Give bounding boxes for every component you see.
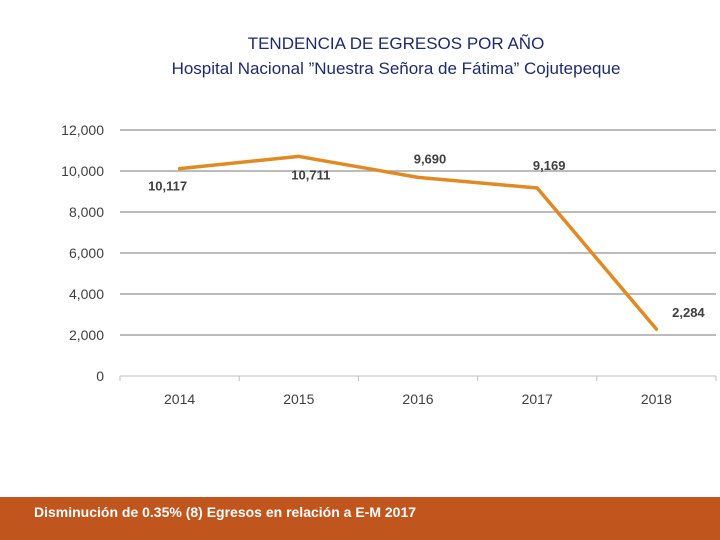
y-tick-label: 4,000 <box>69 286 104 302</box>
data-point <box>654 327 658 331</box>
chart-subtitle: Hospital Nacional ”Nuestra Señora de Fát… <box>171 59 621 78</box>
line-chart: 0 2,000 4,000 6,000 8,000 10,000 12,000 2014 201… <box>61 122 717 407</box>
y-tick-label: 6,000 <box>69 245 104 261</box>
x-tick-label: 2016 <box>402 391 433 407</box>
chart-title: TENDENCIA DE EGRESOS POR AÑO <box>247 34 545 53</box>
series-line-egresos <box>177 154 659 331</box>
data-label: 9,690 <box>414 151 447 166</box>
data-point <box>178 167 182 171</box>
data-point <box>535 186 539 190</box>
y-tick-label: 0 <box>96 368 104 384</box>
data-label: 9,169 <box>533 158 566 173</box>
data-label: 10,117 <box>148 179 187 194</box>
data-point <box>416 175 420 179</box>
y-tick-label: 8,000 <box>69 204 104 220</box>
data-label: 2,284 <box>672 305 705 320</box>
y-tick-label: 10,000 <box>61 163 104 179</box>
x-tick-label: 2015 <box>283 391 314 407</box>
data-label: 10,711 <box>291 167 330 182</box>
data-point <box>297 154 301 158</box>
footer-banner: Disminución de 0.35% (8) Egresos en rela… <box>0 497 720 540</box>
y-tick-label: 2,000 <box>69 327 104 343</box>
footer-text: Disminución de 0.35% (8) Egresos en rela… <box>34 504 417 520</box>
x-tick-label: 2018 <box>641 391 672 407</box>
x-tick-label: 2017 <box>522 391 553 407</box>
x-tick-label: 2014 <box>164 391 195 407</box>
y-tick-label: 12,000 <box>61 122 104 138</box>
